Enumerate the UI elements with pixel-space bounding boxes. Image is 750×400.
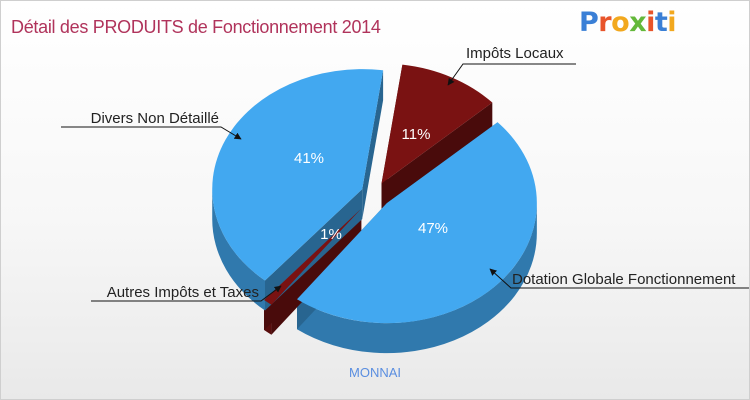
logo-letter: P — [579, 7, 599, 38]
slice-percent-label: 41% — [294, 150, 324, 167]
logo-letter: x — [629, 7, 647, 38]
pie-slice[interactable] — [381, 64, 493, 184]
commune-name: MONNAI — [349, 365, 401, 380]
slice-percent-label: 1% — [320, 226, 342, 243]
proxiti-logo[interactable]: Proxiti — [579, 7, 677, 38]
slice-percent-label: 47% — [418, 220, 448, 237]
logo-letter: o — [611, 7, 630, 38]
slice-category-label: Dotation Globale Fonctionnement — [512, 271, 736, 288]
pie-slice[interactable] — [264, 208, 362, 305]
slice-category-label: Autres Impôts et Taxes — [107, 284, 259, 301]
logo-letter: r — [598, 7, 612, 38]
pie-slice-wall — [362, 70, 384, 220]
logo-letter: i — [667, 7, 677, 38]
pie-slice-wall — [381, 102, 493, 214]
chart-title: Détail des PRODUITS de Fonctionnement 20… — [11, 17, 381, 37]
slice-category-label: Impôts Locaux — [466, 45, 564, 62]
leader-line — [489, 268, 749, 289]
pie-slice-side — [296, 203, 537, 354]
logo-letter: i — [646, 7, 655, 38]
pie-slice[interactable] — [296, 122, 537, 324]
slice-category-label: Divers Non Détaillé — [91, 110, 219, 127]
slice-percent-label: 11% — [402, 126, 431, 143]
pie-slice-side — [212, 189, 266, 311]
pie-slice[interactable] — [212, 69, 384, 281]
leader-line — [61, 126, 242, 140]
leader-line — [91, 285, 282, 302]
logo-letter: t — [654, 7, 668, 38]
leader-line — [447, 63, 576, 86]
